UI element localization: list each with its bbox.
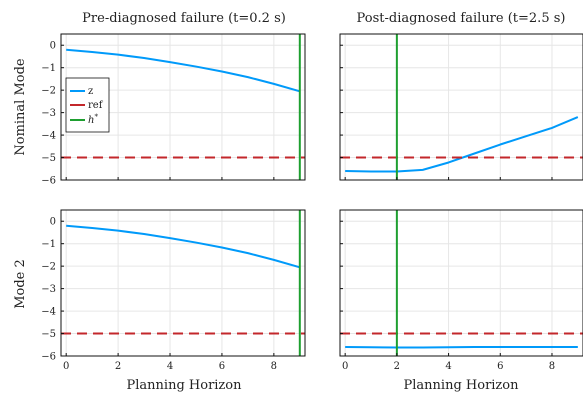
column-title-post: Post-diagnosed failure (t=2.5 s) — [357, 11, 566, 26]
mode2-pre-plot-area — [61, 210, 305, 356]
xlabel-left: Planning Horizon — [127, 378, 243, 393]
mode2-pre-frame — [60, 209, 306, 357]
row-label-nominal: Nominal Mode — [13, 58, 28, 156]
mode2-pre-xtick-label: 6 — [219, 361, 225, 372]
nominal-pre-ytick-label: −2 — [41, 86, 56, 97]
nominal-pre-plot-area — [61, 34, 305, 180]
legend-label-h: h — [88, 115, 94, 126]
legend-label-z: z — [88, 86, 93, 97]
nominal-pre-ytick-label: 0 — [50, 41, 56, 52]
legend-label-h-star: h* — [88, 113, 98, 126]
nominal-pre-ytick-label: −5 — [41, 153, 56, 164]
nominal-pre-series-z — [66, 48, 301, 93]
panel-nominal-pre: 0 −1 −2 −3 −4 −5 −6 — [41, 33, 306, 187]
mode2-pre-ytick-label: −3 — [41, 284, 56, 295]
mode2-pre-ytick-label: −1 — [41, 239, 56, 250]
mode2-pre-ytick-label: −5 — [41, 329, 56, 340]
nominal-pre-ytick-label: −6 — [41, 176, 56, 187]
mode2-post-plot-area — [340, 210, 583, 356]
mode2-pre-ytick-label: −6 — [41, 352, 56, 363]
mode2-pre-xtick-label: 4 — [167, 361, 173, 372]
column-title-pre: Pre-diagnosed failure (t=0.2 s) — [82, 11, 286, 26]
nominal-pre-frame — [60, 33, 306, 181]
nominal-post-plot-area — [340, 34, 583, 180]
panel-mode2-post: 0 2 4 6 8 — [339, 209, 583, 372]
legend: z ref h* — [65, 77, 110, 133]
nominal-pre-ytick-label: −4 — [41, 131, 56, 142]
panel-nominal-post — [339, 33, 583, 181]
mode2-post-xtick-label: 8 — [549, 361, 555, 372]
nominal-pre-ytick-label: −1 — [41, 63, 56, 74]
mode2-post-xtick-label: 6 — [497, 361, 503, 372]
mode2-pre-xtick-label: 0 — [63, 361, 69, 372]
xlabel-right: Planning Horizon — [404, 378, 520, 393]
legend-label-ref: ref — [88, 100, 104, 111]
mode2-pre-series-z — [66, 224, 301, 269]
mode2-post-xtick-label: 0 — [342, 361, 348, 372]
mode2-post-xtick-label: 4 — [445, 361, 451, 372]
nominal-post-frame — [339, 33, 583, 181]
nominal-pre-ytick-label: −3 — [41, 108, 56, 119]
mode2-pre-ytick-label: 0 — [50, 217, 56, 228]
nominal-post-series-z — [345, 116, 579, 173]
row-label-mode2: Mode 2 — [13, 259, 28, 309]
mode2-pre-ytick-label: −2 — [41, 262, 56, 273]
legend-label-star: * — [94, 113, 98, 121]
mode2-pre-xtick-label: 8 — [271, 361, 277, 372]
mode2-pre-ytick-label: −4 — [41, 307, 56, 318]
mode2-post-frame — [339, 209, 583, 357]
panel-mode2-pre: 0 2 4 6 8 0 −1 −2 −3 −4 −5 −6 — [41, 209, 306, 372]
mode2-pre-xtick-label: 2 — [115, 361, 121, 372]
mode2-post-xtick-label: 2 — [394, 361, 400, 372]
